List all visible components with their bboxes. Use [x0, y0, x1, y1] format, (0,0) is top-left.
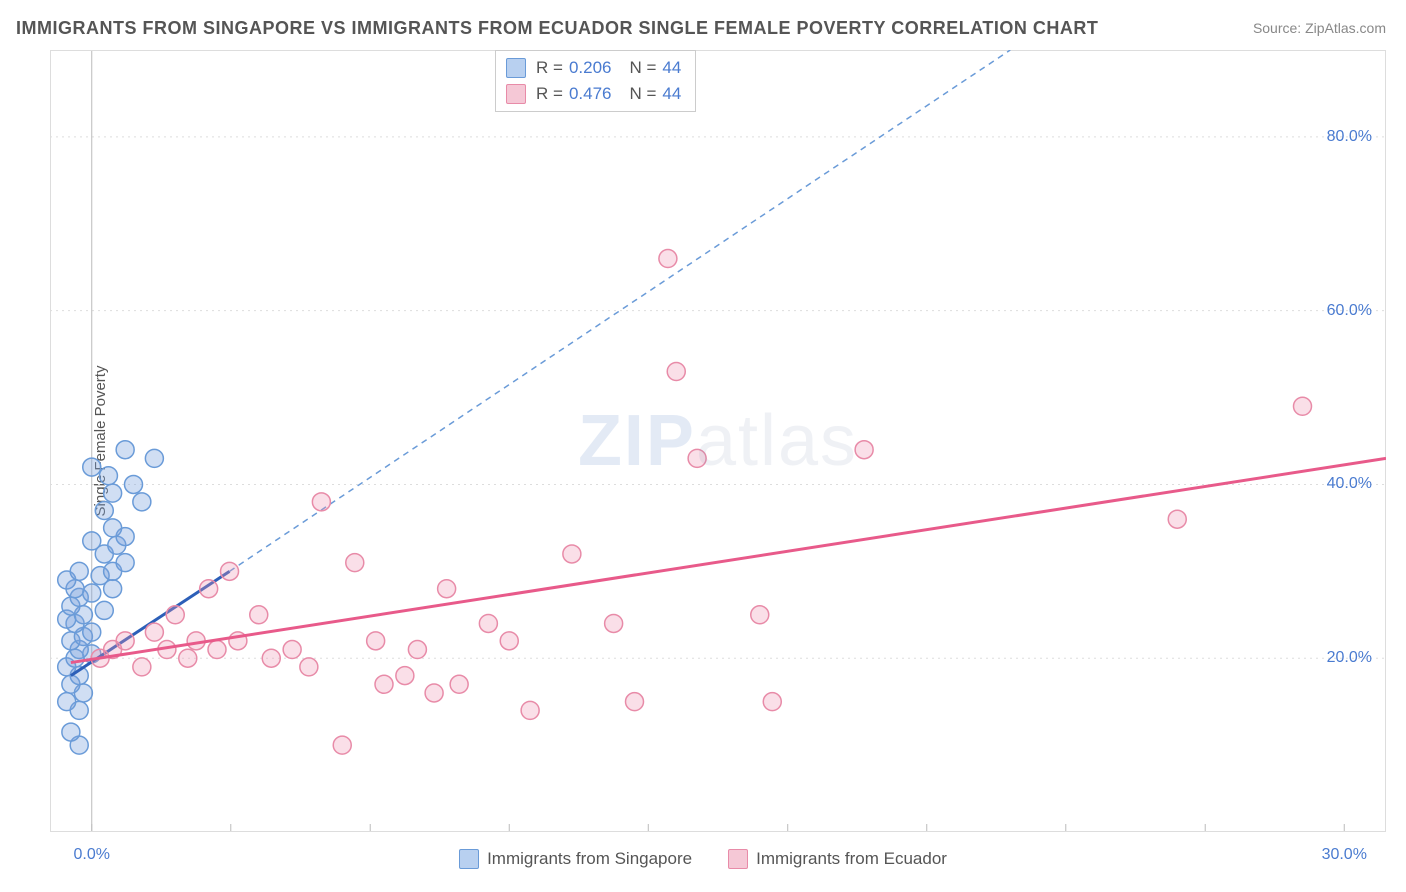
- legend-swatch: [459, 849, 479, 869]
- scatter-plot: [50, 50, 1386, 832]
- r-value: 0.206: [569, 58, 612, 78]
- chart-container: IMMIGRANTS FROM SINGAPORE VS IMMIGRANTS …: [0, 0, 1406, 892]
- r-label: R =: [536, 58, 563, 78]
- legend-swatch: [506, 84, 526, 104]
- legend-item: Immigrants from Ecuador: [728, 849, 947, 869]
- correlation-stats-box: R = 0.206 N = 44 R = 0.476 N = 44: [495, 50, 696, 112]
- y-tick-label: 60.0%: [1327, 302, 1372, 320]
- legend-swatch: [728, 849, 748, 869]
- y-tick-label: 20.0%: [1327, 649, 1372, 667]
- legend-swatch: [506, 58, 526, 78]
- n-label: N =: [629, 58, 656, 78]
- n-value: 44: [662, 84, 681, 104]
- legend-label: Immigrants from Singapore: [487, 849, 692, 869]
- r-label: R =: [536, 84, 563, 104]
- stats-row: R = 0.206 N = 44: [506, 55, 685, 81]
- n-value: 44: [662, 58, 681, 78]
- bottom-legend: Immigrants from Singapore Immigrants from…: [0, 849, 1406, 874]
- stats-row: R = 0.476 N = 44: [506, 81, 685, 107]
- legend-item: Immigrants from Singapore: [459, 849, 692, 869]
- legend-label: Immigrants from Ecuador: [756, 849, 947, 869]
- source-attribution: Source: ZipAtlas.com: [1253, 20, 1386, 36]
- chart-title: IMMIGRANTS FROM SINGAPORE VS IMMIGRANTS …: [16, 18, 1098, 39]
- y-tick-label: 80.0%: [1327, 128, 1372, 146]
- r-value: 0.476: [569, 84, 612, 104]
- y-tick-label: 40.0%: [1327, 475, 1372, 493]
- n-label: N =: [629, 84, 656, 104]
- chart-area: Single Female Poverty ZIPatlas 20.0%40.0…: [50, 50, 1386, 832]
